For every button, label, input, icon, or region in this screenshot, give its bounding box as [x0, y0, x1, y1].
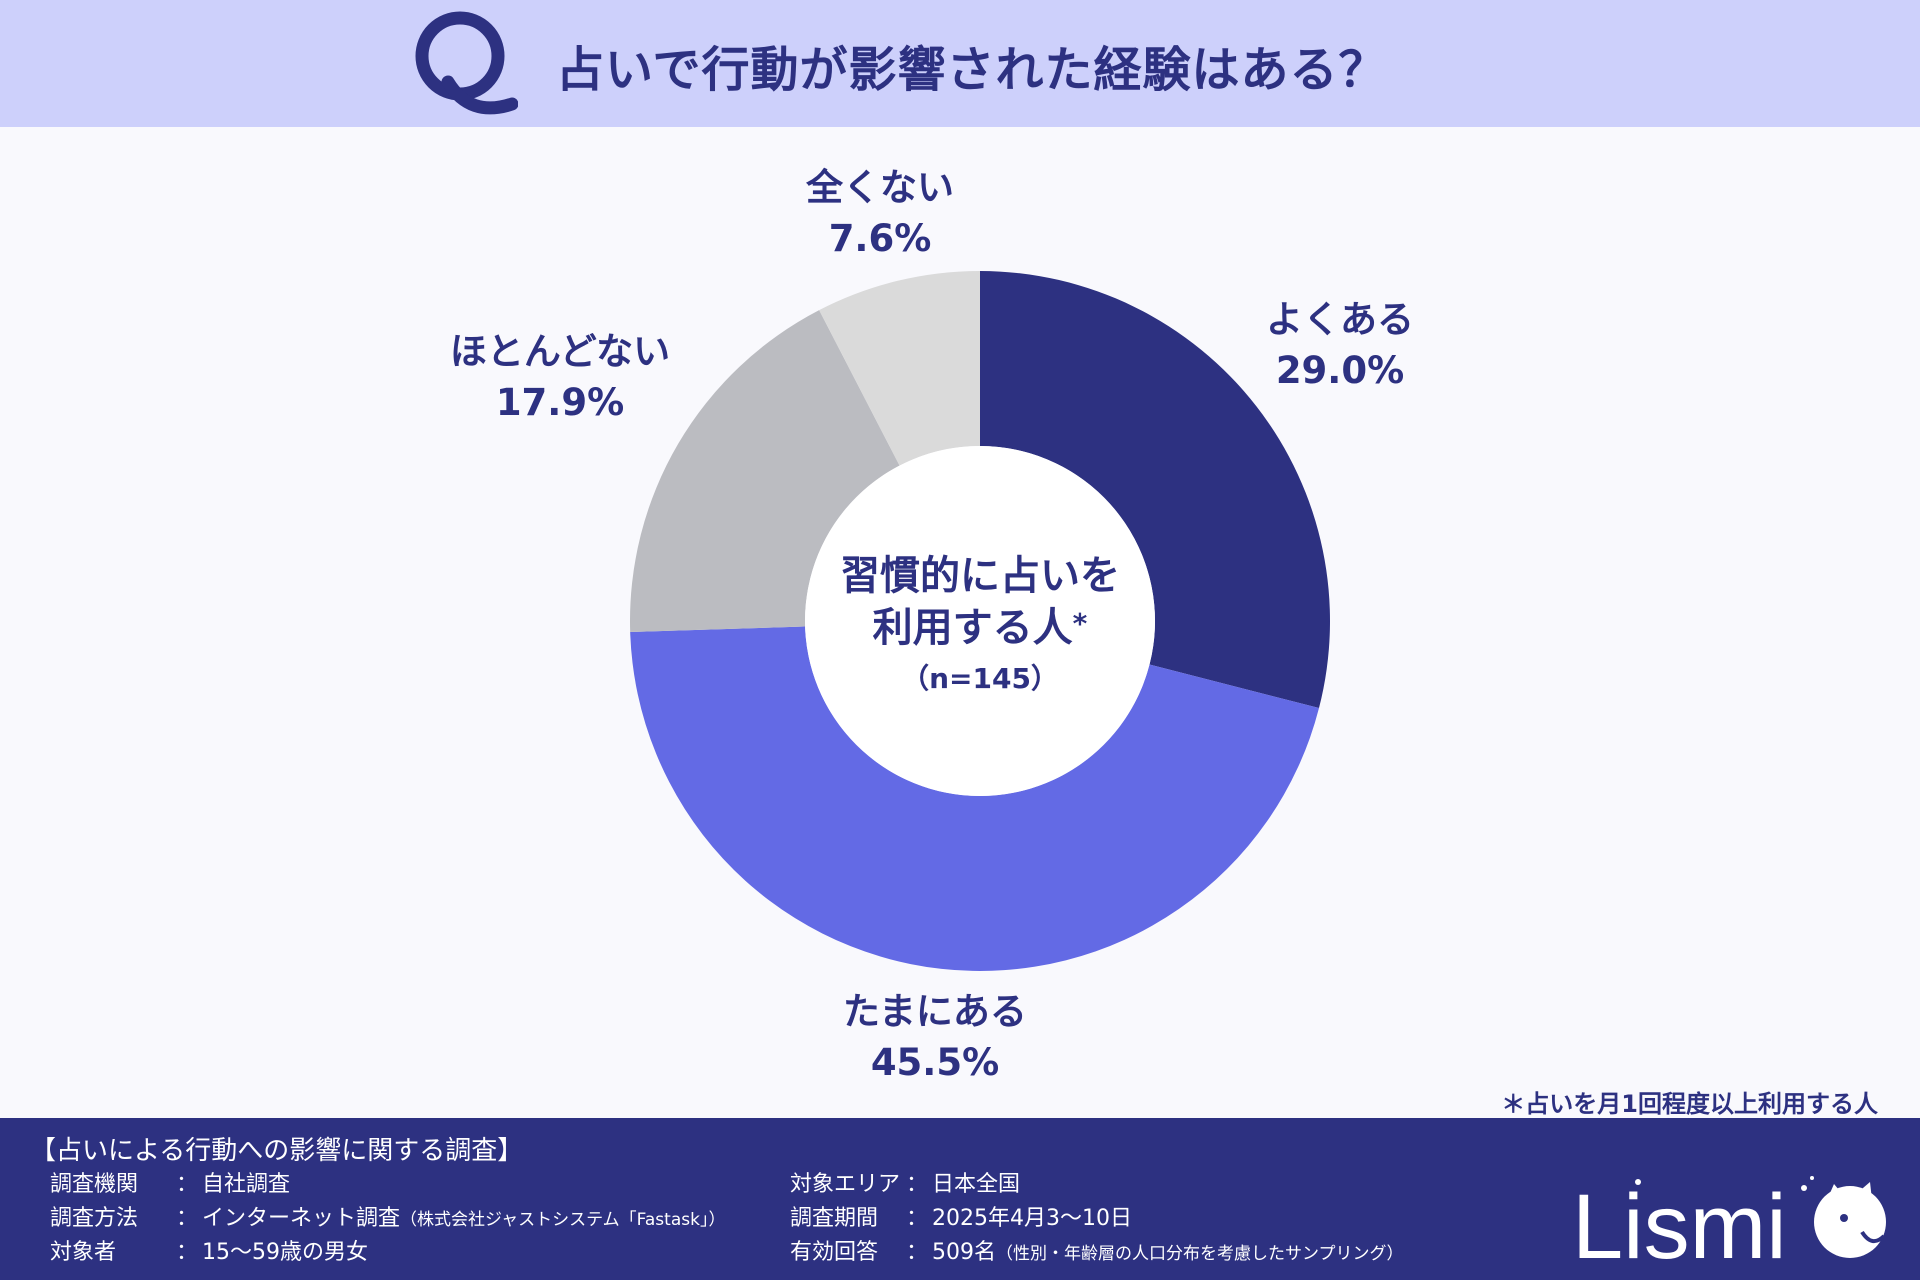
info-row-subjects: 対象者： 15〜59歳の男女	[50, 1240, 369, 1265]
sparkle-icon	[1629, 1176, 1814, 1199]
survey-title: 【占いによる行動への影響に関する調査】	[30, 1136, 524, 1166]
center-label-line-1: 習慣的に占いを	[840, 553, 1120, 599]
info-row-period: 調査期間： 2025年4月3〜10日	[790, 1206, 1132, 1231]
info-row-area: 対象エリア：日本全国	[790, 1172, 1021, 1197]
page-title: 占いで行動が影響された経験はある？	[556, 42, 1388, 98]
donut-chart	[630, 271, 1330, 972]
center-label-line-2: 利用する人*	[872, 605, 1088, 651]
sample-size: （n=145）	[901, 662, 1059, 695]
slice-sometimes	[630, 626, 1320, 972]
asterisk-mark: *	[1072, 607, 1088, 640]
slice-label-rarely: ほとんどない 17.9%	[449, 330, 671, 424]
donut-hole	[805, 446, 1155, 796]
svg-text:Lismi: Lismi	[1572, 1176, 1787, 1270]
slice-label-often: よくある 29.0%	[1266, 298, 1414, 392]
slice-often	[980, 271, 1330, 709]
header-banner: 占いで行動が影響された経験はある？	[0, 0, 1920, 127]
slice-label-sometimes: たまにある 45.5%	[843, 990, 1027, 1084]
info-row-method: 調査方法：インターネット調査（株式会社ジャストシステム「Fastask」）	[50, 1206, 726, 1231]
slice-never	[819, 271, 980, 466]
info-row-institution: 調査機関：自社調査	[50, 1172, 291, 1197]
q-icon	[415, 11, 518, 115]
lismi-logo: Lismi	[1572, 1176, 1886, 1270]
survey-info-footer: 【占いによる行動への影響に関する調査】 調査機関：自社調査 調査方法：インターネ…	[0, 1118, 1920, 1280]
donut-center-label: 習慣的に占いを 利用する人* （n=145）	[780, 550, 1180, 704]
footnote: ＊占いを月1回程度以上利用する人	[1501, 1090, 1878, 1118]
slice-label-never: 全くない 7.6%	[806, 166, 954, 260]
info-row-responses: 有効回答： 509名（性別・年齢層の人口分布を考慮したサンプリング）	[790, 1240, 1404, 1265]
slice-rarely	[630, 310, 900, 632]
cat-icon	[1814, 1182, 1886, 1258]
